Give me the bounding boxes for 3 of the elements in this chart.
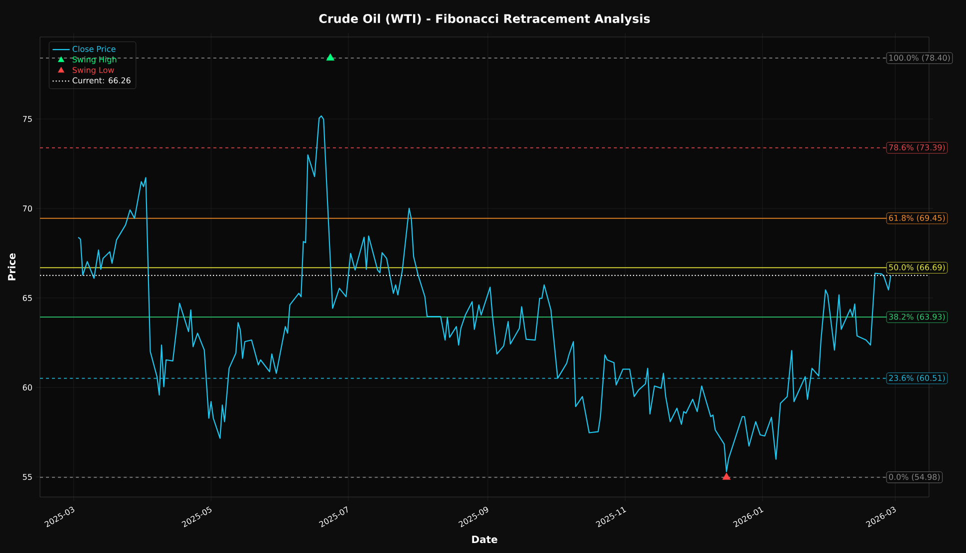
- chart-title: Crude Oil (WTI) - Fibonacci Retracement Analysis: [319, 14, 650, 26]
- x-axis-title: Date: [472, 536, 498, 544]
- y-axis-title: Price: [8, 253, 16, 280]
